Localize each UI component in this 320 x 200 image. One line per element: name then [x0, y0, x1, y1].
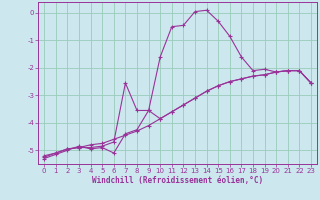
- X-axis label: Windchill (Refroidissement éolien,°C): Windchill (Refroidissement éolien,°C): [92, 176, 263, 185]
